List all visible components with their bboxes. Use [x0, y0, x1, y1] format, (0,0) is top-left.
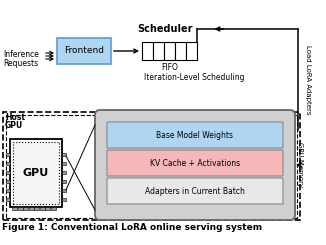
- Bar: [34, 207, 39, 210]
- Bar: [23, 207, 28, 210]
- Text: GPU: GPU: [23, 168, 49, 178]
- Text: Figure 1: Conventional LoRA online serving system: Figure 1: Conventional LoRA online servi…: [2, 223, 262, 232]
- Bar: [3, 112, 300, 220]
- Text: Frontend: Frontend: [64, 47, 104, 56]
- Bar: [45, 207, 50, 210]
- Bar: [186, 42, 197, 60]
- Text: GPU: GPU: [5, 121, 23, 130]
- Bar: [6, 189, 10, 192]
- Bar: [175, 42, 186, 60]
- Bar: [6, 162, 10, 165]
- Bar: [62, 153, 66, 156]
- Text: Adapters in Current Batch: Adapters in Current Batch: [145, 186, 245, 196]
- FancyBboxPatch shape: [107, 122, 283, 148]
- Bar: [62, 171, 66, 174]
- Bar: [10, 139, 62, 207]
- Bar: [142, 42, 153, 60]
- Bar: [6, 115, 297, 218]
- Text: Inference: Inference: [3, 50, 39, 59]
- Text: KV Cache + Activations: KV Cache + Activations: [150, 159, 240, 168]
- Bar: [28, 207, 34, 210]
- Text: Requests: Requests: [3, 59, 38, 68]
- Bar: [153, 42, 164, 60]
- Bar: [12, 207, 17, 210]
- Text: GPU Memory: GPU Memory: [297, 142, 303, 188]
- Text: Load LoRA Adapters: Load LoRA Adapters: [305, 45, 311, 115]
- FancyBboxPatch shape: [95, 110, 295, 220]
- Text: Iteration-Level Scheduling: Iteration-Level Scheduling: [144, 73, 245, 82]
- Bar: [51, 207, 55, 210]
- Bar: [6, 180, 10, 183]
- Text: FIFO: FIFO: [161, 63, 178, 72]
- Bar: [18, 207, 22, 210]
- Bar: [62, 198, 66, 201]
- FancyBboxPatch shape: [107, 150, 283, 176]
- Bar: [6, 198, 10, 201]
- Bar: [164, 42, 175, 60]
- Text: Scheduler: Scheduler: [137, 24, 192, 34]
- Bar: [62, 180, 66, 183]
- Text: Base Model Weights: Base Model Weights: [156, 131, 233, 139]
- Bar: [39, 207, 45, 210]
- FancyBboxPatch shape: [107, 178, 283, 204]
- Bar: [6, 171, 10, 174]
- Bar: [62, 162, 66, 165]
- Bar: [6, 153, 10, 156]
- Bar: [62, 189, 66, 192]
- Text: Host: Host: [5, 113, 25, 122]
- FancyBboxPatch shape: [57, 38, 111, 64]
- FancyBboxPatch shape: [13, 142, 59, 204]
